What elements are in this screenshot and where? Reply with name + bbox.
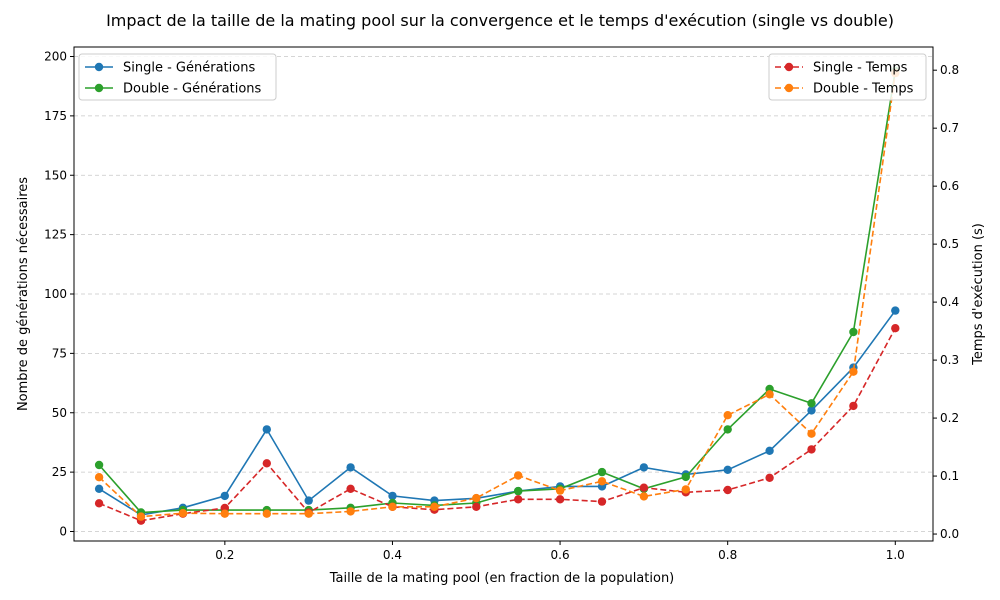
series-0-point-16 — [765, 446, 774, 455]
series-3-point-17 — [807, 429, 816, 438]
series-3-point-12 — [597, 477, 607, 486]
series-line-3 — [98, 72, 897, 518]
series-line-0 — [98, 310, 896, 516]
legend-right: Single - Temps Double - Temps — [768, 53, 927, 101]
y-left-tick-label-6: 150 — [44, 168, 67, 182]
y-left-tick-label-7: 175 — [44, 109, 67, 123]
series-2-point-9 — [472, 502, 481, 511]
series-3-point-7 — [388, 502, 397, 511]
x-tick-label-3: 0.8 — [718, 548, 737, 562]
series-2-point-6 — [346, 484, 355, 493]
series-1-point-14 — [681, 472, 690, 482]
series-3-point-5 — [304, 509, 313, 518]
legend-left: Single - Générations Double - Générations — [78, 53, 277, 101]
series-2-point-4 — [262, 459, 271, 468]
series-0-point-5 — [304, 496, 313, 505]
legend-left-label-1: Double - Générations — [123, 82, 262, 97]
y-left-tick-label-4: 100 — [44, 287, 67, 301]
series-2-point-11 — [555, 495, 565, 504]
series-3-point-13 — [639, 492, 649, 501]
y-left-tick-label-2: 50 — [52, 406, 67, 420]
series-2-point-19 — [891, 324, 900, 333]
series-0-point-4 — [262, 425, 271, 434]
y-axis-right-label: Temps d'exécution (s) — [971, 223, 986, 366]
y-right-tick-label-8: 0.8 — [940, 63, 959, 77]
series-2-point-13 — [639, 483, 649, 492]
y-left-tick-label-8: 200 — [44, 50, 67, 64]
y-left-tick-label-1: 25 — [52, 465, 67, 479]
series-3-point-0 — [94, 473, 104, 482]
series-0-point-0 — [94, 484, 104, 493]
series-0-point-15 — [723, 465, 732, 474]
series-2-point-12 — [597, 497, 607, 506]
y-right-tick-label-2: 0.2 — [940, 411, 959, 425]
legend-right-box — [768, 53, 927, 101]
x-axis-label: Taille de la mating pool (en fraction de… — [329, 571, 675, 586]
y-left-tick-label-5: 125 — [44, 228, 67, 242]
series-0-point-19 — [891, 306, 900, 315]
series-2-point-0 — [94, 499, 104, 508]
series-3-point-11 — [555, 486, 565, 495]
series-3-point-18 — [849, 367, 858, 376]
series-1-point-0 — [94, 460, 104, 470]
chart-title: Impact de la taille de la mating pool su… — [106, 11, 894, 30]
y-right-tick-label-7: 0.7 — [940, 121, 959, 135]
y-right-tick-label-0: 0.0 — [940, 527, 959, 541]
y-right-tick-label-3: 0.3 — [940, 353, 959, 367]
y-axis-left-label: Nombre de générations nécessaires — [16, 177, 31, 411]
legend-right-marker-0 — [784, 62, 794, 72]
y-right-tick-label-6: 0.6 — [940, 179, 959, 193]
x-tick-label-0: 0.2 — [215, 548, 234, 562]
series-3-point-8 — [430, 502, 439, 511]
legend-left-label-0: Single - Générations — [123, 61, 255, 76]
legend-right-label-0: Single - Temps — [813, 61, 908, 76]
y-right-tick-label-4: 0.4 — [940, 295, 959, 309]
series-line-2 — [98, 327, 897, 522]
series-3-point-15 — [723, 411, 732, 420]
series-2-point-16 — [765, 473, 774, 482]
legend-right-marker-1 — [784, 83, 794, 93]
series-line-1 — [98, 70, 897, 514]
series-3-point-2 — [178, 509, 188, 518]
legend-left-box — [78, 53, 277, 101]
series-3-point-9 — [472, 493, 481, 503]
series-3-point-10 — [514, 471, 523, 480]
series-3-point-16 — [765, 390, 774, 399]
axes: 0 25 50 75 100 125 150 175 200 0.0 0.1 0.2 0.3 0.4 0.5… — [44, 50, 959, 563]
x-tick-label-4: 1.0 — [886, 548, 905, 562]
series-1-point-18 — [849, 327, 858, 337]
legend-left-marker-1 — [94, 83, 104, 93]
legend-right-label-1: Double - Temps — [813, 82, 914, 97]
y-left-tick-label-3: 75 — [52, 346, 67, 360]
series-1-point-10 — [514, 486, 523, 496]
series-3-point-4 — [262, 509, 271, 518]
series-3-point-6 — [346, 507, 355, 516]
series-2-point-18 — [849, 401, 858, 411]
series-0-point-3 — [220, 491, 229, 501]
series-1-point-12 — [597, 467, 607, 477]
x-tick-label-1: 0.4 — [383, 548, 402, 562]
series-2-point-10 — [514, 495, 523, 504]
series-2-point-17 — [807, 445, 816, 454]
series-3-point-1 — [136, 512, 146, 521]
series-2-point-15 — [723, 485, 732, 495]
series-0-point-17 — [807, 406, 816, 415]
y-right-tick-label-1: 0.1 — [940, 469, 959, 483]
series-3-point-14 — [681, 485, 690, 494]
y-left-tick-label-0: 0 — [59, 525, 67, 539]
series-1-point-17 — [807, 399, 816, 408]
series-3-point-3 — [220, 509, 229, 518]
series-0-point-13 — [639, 463, 649, 472]
y-right-tick-label-5: 0.5 — [940, 237, 959, 251]
legend-left-marker-0 — [94, 62, 104, 72]
series-0-point-6 — [346, 463, 355, 472]
series-1-point-15 — [723, 425, 732, 434]
x-tick-label-2: 0.6 — [551, 548, 570, 562]
series-0-point-7 — [388, 491, 397, 501]
